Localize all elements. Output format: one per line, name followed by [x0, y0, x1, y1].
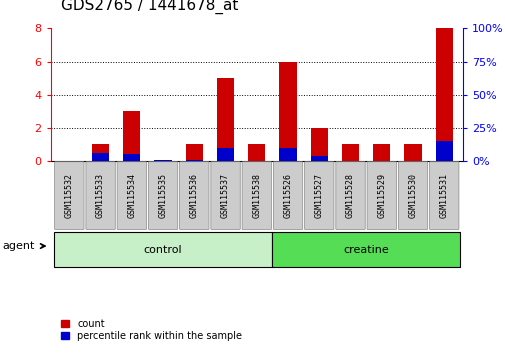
- Bar: [185, 160, 203, 161]
- Text: creatine: creatine: [342, 245, 388, 255]
- Bar: [435, 141, 452, 161]
- Text: agent: agent: [3, 241, 35, 251]
- Bar: [123, 111, 140, 161]
- FancyBboxPatch shape: [54, 232, 272, 268]
- FancyBboxPatch shape: [55, 162, 84, 229]
- FancyBboxPatch shape: [241, 162, 271, 229]
- Text: GSM115527: GSM115527: [314, 173, 323, 218]
- Bar: [92, 153, 109, 161]
- Text: GSM115526: GSM115526: [283, 173, 292, 218]
- Bar: [154, 160, 171, 161]
- Bar: [310, 128, 327, 161]
- Bar: [123, 154, 140, 161]
- Text: GSM115536: GSM115536: [189, 173, 198, 218]
- Text: GSM115533: GSM115533: [96, 173, 105, 218]
- Bar: [372, 144, 389, 161]
- Bar: [185, 144, 203, 161]
- FancyBboxPatch shape: [366, 162, 395, 229]
- FancyBboxPatch shape: [272, 232, 459, 268]
- FancyBboxPatch shape: [273, 162, 302, 229]
- Bar: [279, 62, 296, 161]
- Text: GSM115532: GSM115532: [65, 173, 74, 218]
- Bar: [217, 148, 234, 161]
- Text: GSM115528: GSM115528: [345, 173, 355, 218]
- Text: GDS2765 / 1441678_at: GDS2765 / 1441678_at: [61, 0, 238, 14]
- FancyBboxPatch shape: [397, 162, 427, 229]
- Text: GSM115538: GSM115538: [252, 173, 261, 218]
- Bar: [341, 144, 359, 161]
- Text: GSM115534: GSM115534: [127, 173, 136, 218]
- Bar: [279, 148, 296, 161]
- FancyBboxPatch shape: [179, 162, 209, 229]
- FancyBboxPatch shape: [86, 162, 115, 229]
- Text: GSM115535: GSM115535: [158, 173, 167, 218]
- FancyBboxPatch shape: [211, 162, 240, 229]
- FancyBboxPatch shape: [148, 162, 177, 229]
- Text: GSM115530: GSM115530: [408, 173, 417, 218]
- Text: GSM115529: GSM115529: [377, 173, 385, 218]
- Bar: [92, 144, 109, 161]
- Legend: count, percentile rank within the sample: count, percentile rank within the sample: [61, 318, 242, 342]
- FancyBboxPatch shape: [304, 162, 333, 229]
- Bar: [435, 28, 452, 161]
- FancyBboxPatch shape: [429, 162, 458, 229]
- Bar: [248, 144, 265, 161]
- Bar: [403, 144, 421, 161]
- Text: GSM115531: GSM115531: [439, 173, 448, 218]
- Bar: [310, 156, 327, 161]
- Bar: [217, 78, 234, 161]
- FancyBboxPatch shape: [335, 162, 365, 229]
- Text: GSM115537: GSM115537: [221, 173, 230, 218]
- Text: control: control: [143, 245, 182, 255]
- FancyBboxPatch shape: [117, 162, 146, 229]
